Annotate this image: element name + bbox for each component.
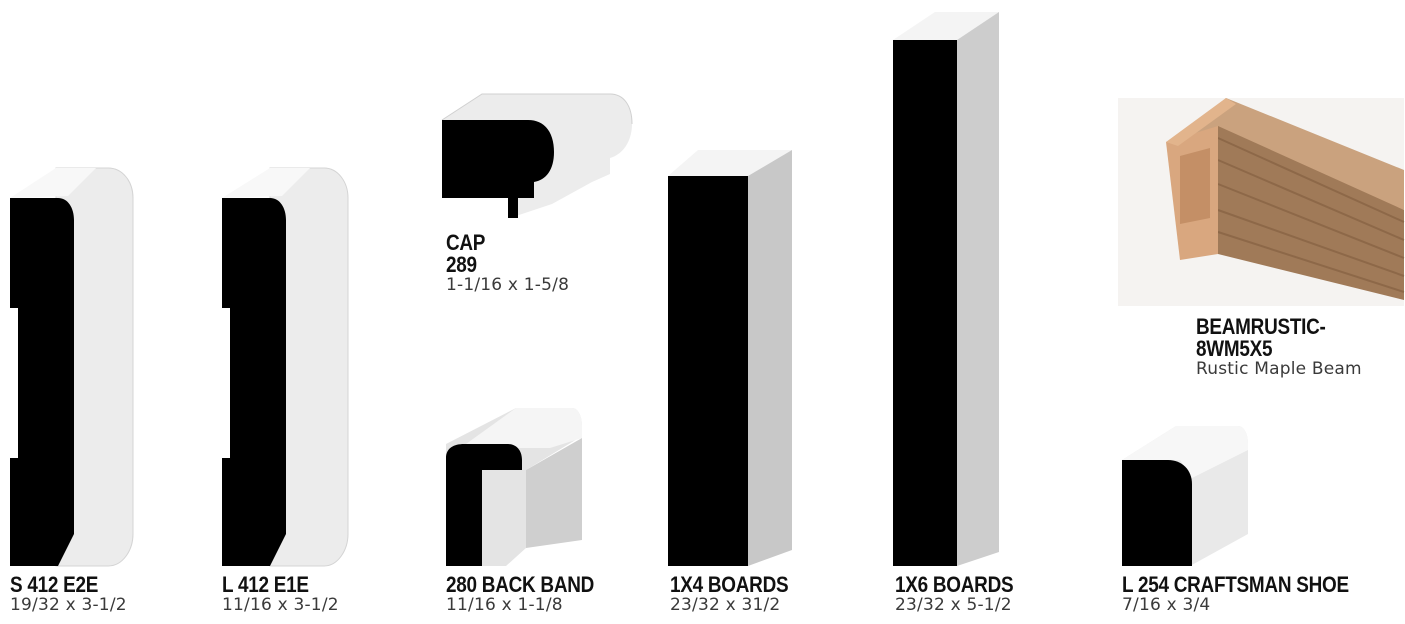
cap-289-profile-image: [441, 93, 633, 218]
product-dimensions: 7/16 x 3/4: [1122, 595, 1211, 615]
product-dimensions: 23/32 x 31/2: [670, 595, 781, 615]
product-name-line1: CAP: [446, 230, 486, 255]
rustic-maple-beam-image: [1118, 98, 1405, 306]
1x6-boards-profile-image: [893, 12, 999, 566]
l254-craftsman-shoe-profile-image: [1122, 426, 1248, 566]
product-dimensions: 19/32 x 3-1/2: [10, 595, 127, 615]
product-description: Rustic Maple Beam: [1196, 359, 1362, 379]
1x4-boards-profile-image: [668, 150, 792, 566]
product-name-line1: BEAMRUSTIC-: [1196, 314, 1326, 339]
product-dimensions: 1-1/16 x 1-5/8: [446, 275, 570, 295]
product-dimensions: 11/16 x 1-1/8: [446, 595, 563, 615]
product-name-line2: 8WM5X5: [1196, 336, 1273, 361]
s412-e2e-profile-image: [10, 167, 134, 567]
product-name-line2: 289: [446, 252, 477, 277]
product-name: 1X4 BOARDS: [670, 572, 789, 597]
product-dimensions: 11/16 x 3-1/2: [222, 595, 339, 615]
l412-e1e-profile-image: [222, 167, 349, 567]
product-name: S 412 E2E: [10, 572, 99, 597]
product-name: L 412 E1E: [222, 572, 309, 597]
product-name: L 254 CRAFTSMAN SHOE: [1122, 572, 1349, 597]
product-name: 1X6 BOARDS: [895, 572, 1014, 597]
product-name: 280 BACK BAND: [446, 572, 595, 597]
280-back-band-profile-image: [446, 408, 582, 566]
product-dimensions: 23/32 x 5-1/2: [895, 595, 1012, 615]
